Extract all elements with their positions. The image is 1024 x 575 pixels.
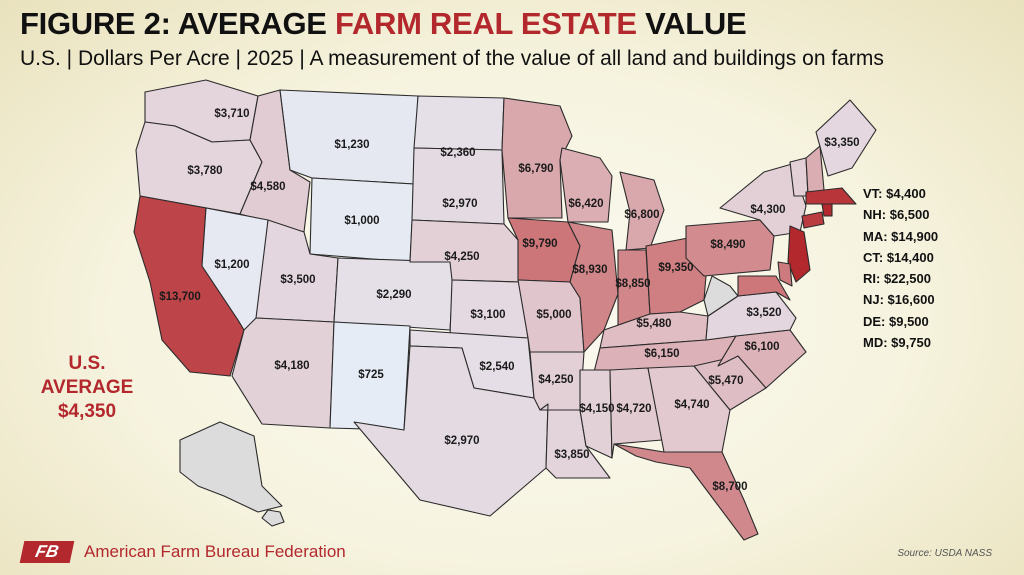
us-average-line1: U.S. (68, 353, 106, 374)
title-part-3: VALUE (636, 6, 747, 41)
state-value-mt: $1,230 (334, 139, 369, 151)
state-value-nd: $2,360 (440, 147, 475, 159)
state-al (609, 367, 663, 459)
state-fl (613, 443, 759, 541)
state-value-tn: $6,150 (644, 348, 679, 360)
state-value-me: $3,350 (824, 137, 859, 149)
state-value-va: $3,520 (746, 307, 781, 319)
northeast-values-list: VT: $4,400 NH: $6,500 MA: $14,900 CT: $1… (863, 183, 938, 353)
us-average-value: $4,350 (57, 401, 117, 422)
page-title: FIGURE 2: AVERAGE FARM REAL ESTATE VALUE (20, 6, 747, 42)
state-mn (501, 97, 573, 219)
state-value-ne: $4,250 (444, 251, 479, 263)
title-part-1: FIGURE 2: AVERAGE (20, 6, 335, 41)
source-note: Source: USDA NASS (897, 548, 992, 559)
state-value-nm: $725 (358, 369, 384, 381)
state-value-wi: $6,420 (568, 198, 603, 210)
state-value-co: $2,290 (376, 289, 411, 301)
state-ms (579, 369, 613, 459)
footer: FB American Farm Bureau Federation (19, 541, 346, 563)
organization-name: American Farm Bureau Federation (84, 542, 346, 561)
state-ga (647, 365, 731, 453)
state-wi (559, 147, 613, 223)
state-md (737, 275, 791, 301)
state-ak (179, 421, 283, 513)
state-wv (703, 275, 739, 317)
state-value-ga: $4,740 (674, 399, 709, 411)
ne-value-nj: NJ: $16,600 (863, 292, 935, 308)
state-value-sc: $5,470 (708, 375, 743, 387)
state-value-mn: $6,790 (518, 163, 553, 175)
state-ma (805, 187, 857, 205)
state-mt (279, 89, 419, 185)
state-value-wy: $1,000 (344, 215, 379, 227)
ne-value-ma: MA: $14,900 (863, 228, 939, 244)
state-me (815, 99, 877, 177)
state-value-al: $4,720 (616, 403, 651, 415)
ne-value-ri: RI: $22,500 (863, 271, 931, 287)
state-value-oh: $9,350 (658, 262, 693, 274)
state-value-sd: $2,970 (442, 198, 477, 210)
state-value-ms: $4,150 (579, 403, 614, 415)
state-value-or: $3,780 (187, 165, 222, 177)
state-value-ky: $5,480 (636, 318, 671, 330)
ne-value-nh: NH: $6,500 (863, 207, 930, 223)
state-az (231, 317, 335, 429)
state-ia (507, 217, 581, 283)
state-value-ia: $9,790 (522, 238, 557, 250)
ne-value-md: MD: $9,750 (863, 335, 931, 351)
state-value-mi: $6,800 (624, 209, 659, 221)
state-value-ny: $4,300 (750, 204, 785, 216)
state-value-ok: $2,540 (479, 361, 514, 373)
ne-value-vt: VT: $4,400 (863, 186, 926, 201)
state-de (777, 261, 793, 287)
us-average-line2: AVERAGE (40, 377, 134, 398)
state-sd (411, 147, 505, 225)
state-nj (787, 225, 811, 283)
state-ct (801, 211, 825, 229)
title-highlight: FARM REAL ESTATE (334, 6, 637, 41)
state-value-nv: $1,200 (214, 259, 249, 271)
farm-bureau-logo: FB (19, 541, 75, 563)
state-ri (821, 203, 833, 217)
state-il (567, 221, 619, 353)
state-value-id: $4,580 (250, 181, 285, 193)
state-value-nc: $6,100 (744, 341, 779, 353)
state-hi (261, 509, 285, 527)
state-value-pa: $8,490 (710, 239, 745, 251)
state-value-ut: $3,500 (280, 274, 315, 286)
state-value-ks: $3,100 (470, 309, 505, 321)
state-value-mo: $5,000 (536, 309, 571, 321)
state-value-tx: $2,970 (444, 435, 479, 447)
state-value-il: $8,930 (572, 264, 607, 276)
us-average: U.S. AVERAGE $4,350 (22, 352, 152, 424)
ne-value-ct: CT: $14,400 (863, 249, 934, 265)
state-value-fl: $8,700 (712, 481, 747, 493)
state-value-ca: $13,700 (159, 291, 201, 303)
ne-value-de: DE: $9,500 (863, 313, 929, 329)
state-nd (413, 95, 505, 151)
subtitle: U.S. | Dollars Per Acre | 2025 | A measu… (20, 47, 884, 70)
state-value-la: $3,850 (554, 449, 589, 461)
state-value-az: $4,180 (274, 360, 309, 372)
state-value-ar: $4,250 (538, 374, 573, 386)
state-value-in: $8,850 (615, 278, 650, 290)
state-value-wa: $3,710 (214, 108, 249, 120)
